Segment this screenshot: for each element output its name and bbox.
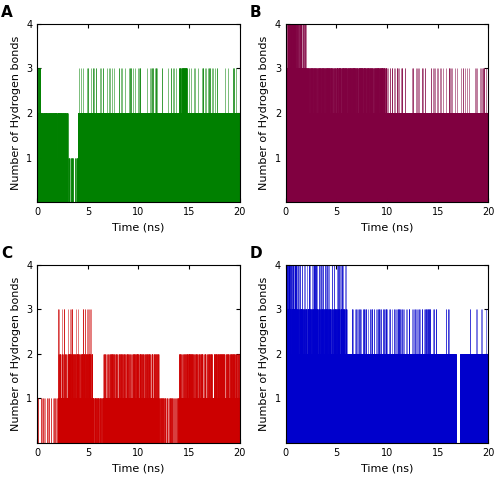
Y-axis label: Number of Hydrogen bonds: Number of Hydrogen bonds <box>259 277 269 431</box>
X-axis label: Time (ns): Time (ns) <box>112 464 164 473</box>
Text: B: B <box>250 5 261 20</box>
X-axis label: Time (ns): Time (ns) <box>361 223 414 233</box>
X-axis label: Time (ns): Time (ns) <box>361 464 414 473</box>
Text: A: A <box>1 5 12 20</box>
Text: D: D <box>250 246 262 261</box>
Text: C: C <box>1 246 12 261</box>
X-axis label: Time (ns): Time (ns) <box>112 223 164 233</box>
Y-axis label: Number of Hydrogen bonds: Number of Hydrogen bonds <box>10 36 20 190</box>
Y-axis label: Number of Hydrogen bonds: Number of Hydrogen bonds <box>259 36 269 190</box>
Y-axis label: Number of Hydrogen bonds: Number of Hydrogen bonds <box>10 277 20 431</box>
